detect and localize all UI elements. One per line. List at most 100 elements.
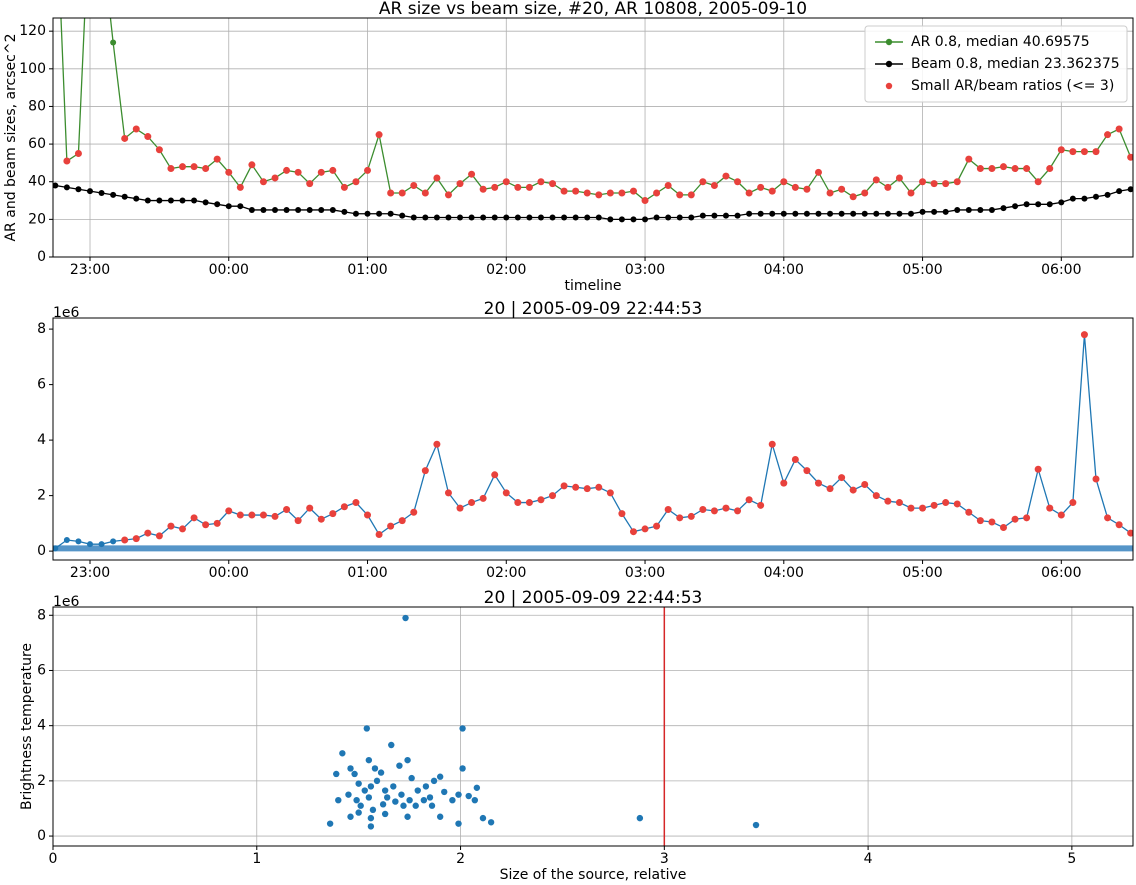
data-point [942, 180, 950, 188]
data-point [977, 206, 984, 213]
y-tick-label: 0 [37, 249, 46, 265]
data-point [710, 507, 718, 515]
x-tick-label: 06:00 [1041, 565, 1081, 581]
data-point [132, 535, 140, 543]
data-point [953, 500, 961, 508]
data-point [919, 504, 927, 512]
data-point [306, 206, 313, 213]
data-point [584, 214, 591, 221]
data-point [549, 180, 557, 188]
data-point [317, 168, 325, 176]
data-point [780, 210, 787, 217]
data-point [653, 189, 661, 197]
data-point [1011, 515, 1019, 523]
data-point [329, 166, 337, 174]
data-point [1080, 148, 1088, 156]
data-point [734, 212, 741, 219]
data-point [433, 214, 440, 221]
series-line [54, 334, 1132, 549]
data-point [931, 208, 938, 215]
data-point [214, 201, 221, 208]
data-point [260, 206, 267, 213]
data-point [561, 214, 568, 221]
data-point [769, 210, 776, 217]
data-point [190, 163, 198, 171]
data-point [167, 165, 175, 173]
data-point [965, 206, 972, 213]
data-point [1046, 201, 1053, 208]
x-tick-label: 00:00 [209, 565, 249, 581]
data-point [487, 819, 495, 826]
data-point [976, 165, 984, 173]
data-point [1069, 148, 1077, 156]
y-tick-label: 2 [37, 488, 46, 504]
data-point [375, 131, 383, 139]
data-point [444, 191, 452, 199]
data-point [1057, 146, 1065, 154]
data-point [491, 214, 498, 221]
data-point [752, 821, 760, 829]
data-point [110, 191, 117, 198]
data-point [202, 165, 210, 173]
data-point [1092, 148, 1100, 156]
data-point [433, 174, 441, 182]
data-point [907, 189, 915, 197]
data-point [1116, 188, 1123, 195]
data-point [896, 210, 903, 217]
data-point [826, 189, 834, 197]
data-point [803, 467, 811, 475]
data-point [283, 206, 290, 213]
data-point [436, 813, 444, 820]
data-point [213, 155, 221, 163]
data-point [606, 489, 614, 497]
data-point [468, 170, 476, 178]
data-point [746, 210, 753, 217]
data-point [734, 178, 742, 186]
data-point [479, 185, 487, 193]
data-point [156, 197, 163, 204]
data-point [1080, 331, 1088, 339]
data-point [248, 206, 255, 213]
legend-marker [885, 60, 893, 68]
data-point [436, 773, 444, 780]
data-point [665, 214, 672, 221]
data-point [791, 456, 799, 464]
data-point [367, 823, 375, 830]
data-point [155, 532, 163, 540]
data-point [98, 541, 105, 548]
data-point [595, 483, 603, 491]
data-point [780, 479, 788, 487]
data-point [121, 536, 129, 544]
y-tick-label: 4 [37, 718, 46, 734]
data-point [373, 777, 381, 785]
x-tick-label: 04:00 [764, 262, 804, 278]
data-point [345, 791, 352, 798]
data-point [259, 178, 267, 186]
data-point [445, 214, 452, 221]
data-point [355, 809, 362, 816]
data-point [364, 210, 371, 217]
data-point [444, 489, 452, 497]
legend-box [864, 25, 1128, 103]
data-point [133, 195, 140, 202]
data-point [375, 530, 383, 538]
data-point [1104, 514, 1112, 522]
x-tick-label: 04:00 [764, 565, 804, 581]
data-point [422, 783, 430, 790]
data-point [1115, 125, 1123, 133]
data-point [428, 802, 436, 809]
data-point [294, 517, 302, 525]
data-point [606, 189, 614, 197]
data-point [392, 798, 399, 805]
data-point [768, 440, 776, 448]
data-point [225, 507, 233, 515]
data-point [618, 510, 626, 518]
data-point [456, 180, 464, 188]
data-point [352, 210, 359, 217]
data-point [803, 185, 811, 193]
data-point [381, 810, 389, 818]
data-point [850, 210, 857, 217]
data-point [179, 163, 187, 171]
data-point [1127, 186, 1133, 193]
data-point [410, 508, 418, 516]
